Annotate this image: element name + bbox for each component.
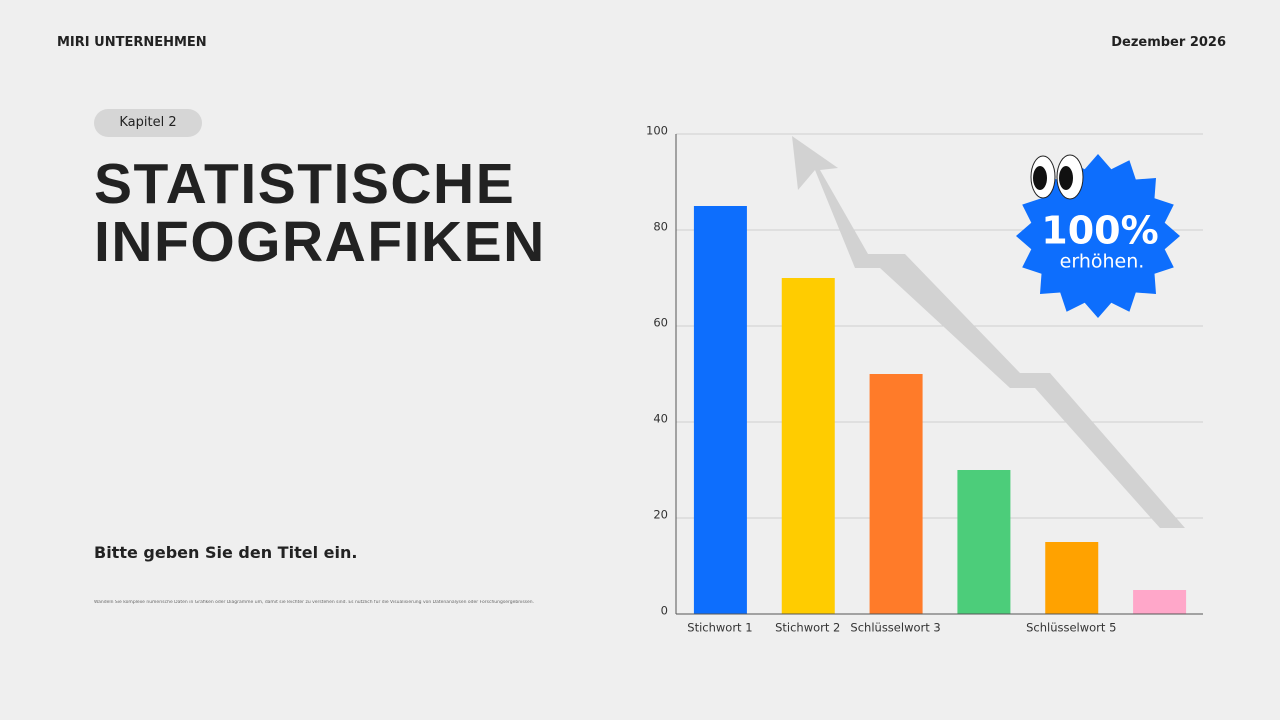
pupil xyxy=(1033,166,1047,190)
y-tick-label: 80 xyxy=(653,220,668,234)
description: Wandeln Sie komplexe numerische Daten in… xyxy=(94,600,535,605)
x-tick-label: Stichwort 2 xyxy=(775,621,840,635)
bar xyxy=(1133,590,1187,614)
x-tick-label: Schlüsselwort 5 xyxy=(1026,621,1116,635)
badge-star xyxy=(1016,154,1180,318)
y-tick-label: 40 xyxy=(653,412,668,426)
arrow xyxy=(792,136,1185,528)
x-tick-label: Stichwort 1 xyxy=(687,621,752,635)
pupil xyxy=(1059,166,1073,190)
bar xyxy=(1045,542,1099,614)
bar xyxy=(693,206,747,614)
x-tick-label: Schlüsselwort 3 xyxy=(850,621,940,635)
badge-label: erhöhen. xyxy=(1060,251,1145,273)
y-tick-label: 100 xyxy=(646,124,668,138)
bar xyxy=(869,374,923,614)
title: STATISTISCHE INFOGRAFIKEN xyxy=(94,152,546,274)
badge-value: 100% xyxy=(1041,209,1158,253)
subtitle: Bitte geben Sie den Titel ein. xyxy=(94,543,358,562)
bar xyxy=(957,470,1011,614)
y-tick-label: 0 xyxy=(661,604,668,618)
company: MIRI UNTERNEHMEN xyxy=(57,35,207,50)
chapter-pill: Kapitel 2 xyxy=(94,109,202,137)
y-tick-label: 60 xyxy=(653,316,668,330)
y-tick-label: 20 xyxy=(653,508,668,522)
bar xyxy=(781,278,835,614)
date: Dezember 2026 xyxy=(1111,35,1226,50)
bars: Stichwort 1 Stichwort 2 Schlüsselwort 3 Sch… xyxy=(687,206,1187,635)
